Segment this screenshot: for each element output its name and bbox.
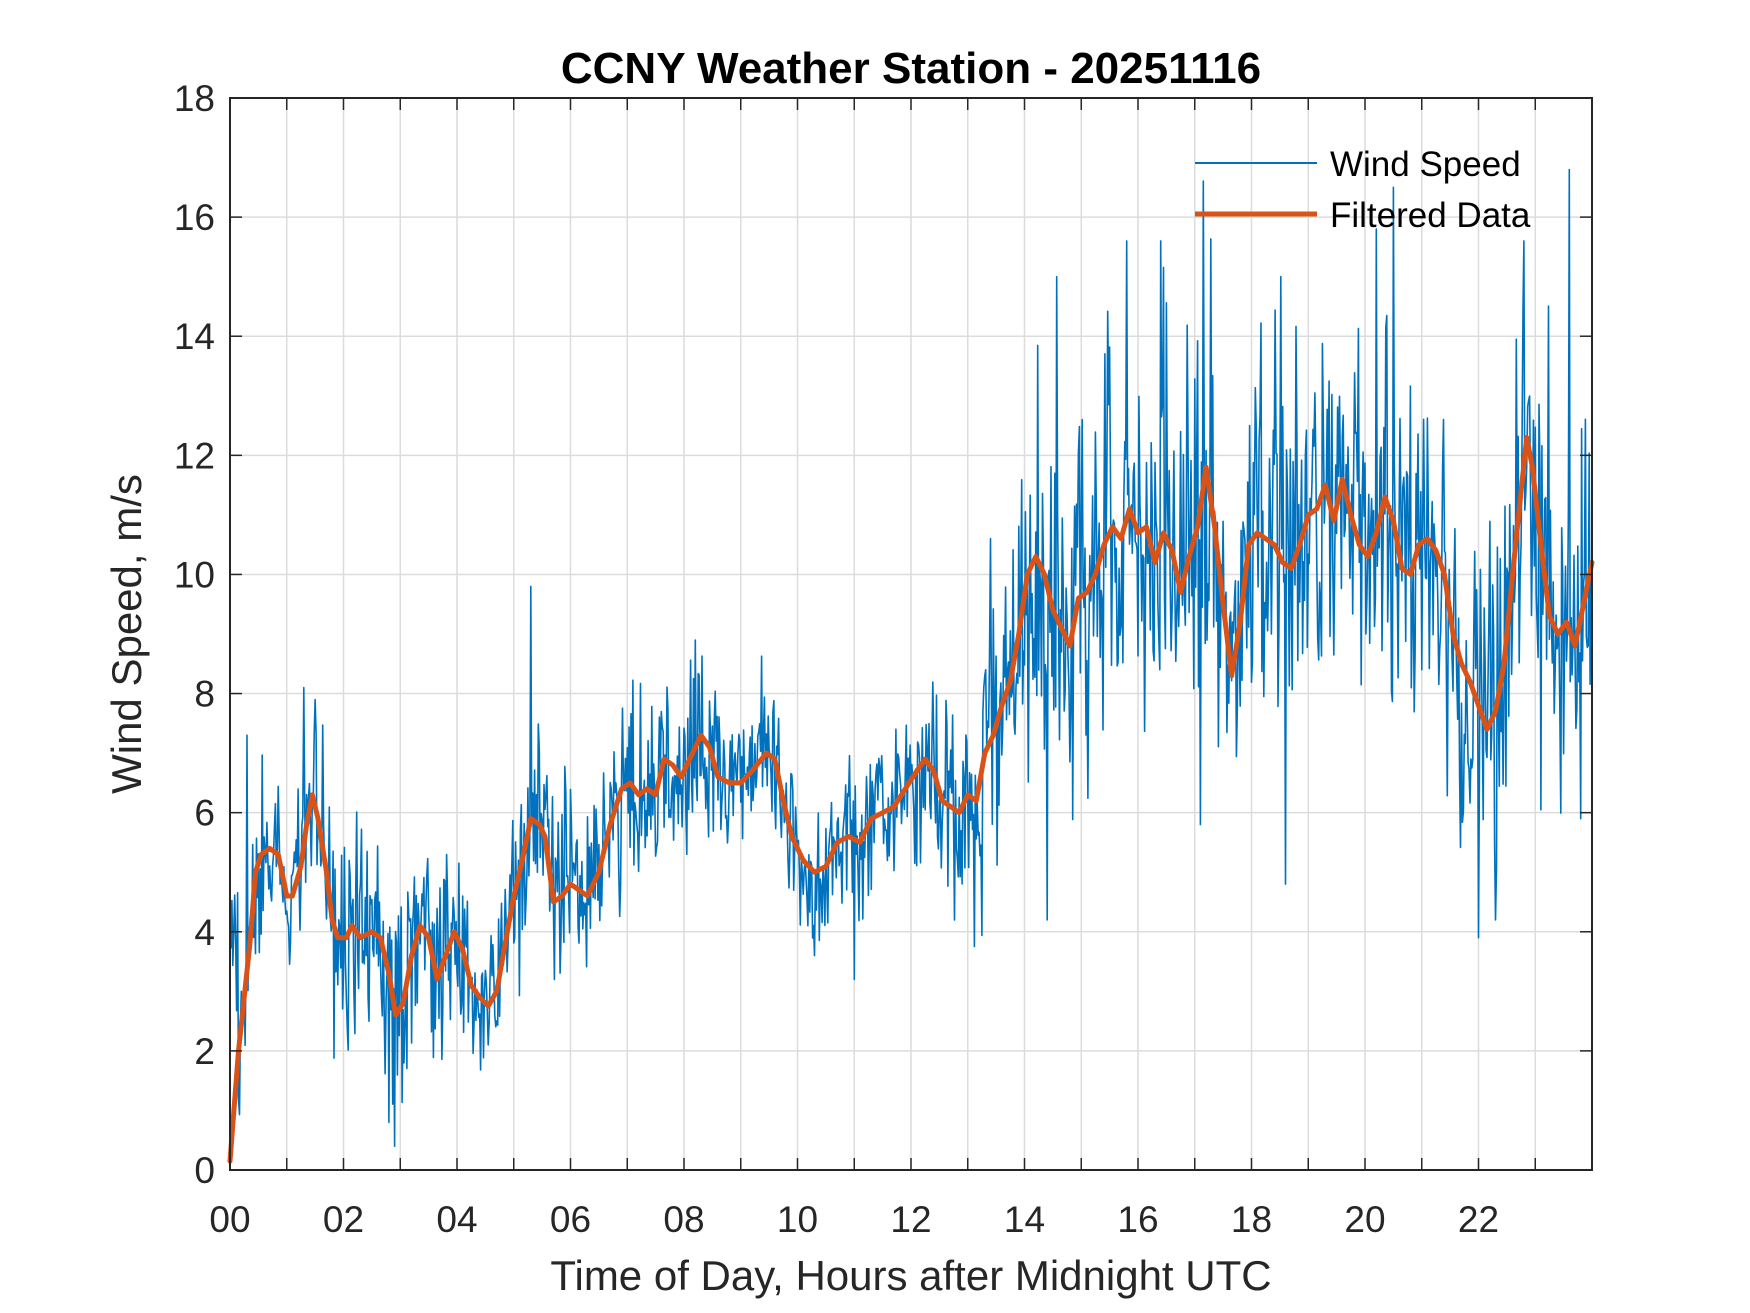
legend-label-filtered-data: Filtered Data [1330,196,1531,235]
y-tick-label: 0 [194,1150,215,1191]
y-tick-label: 10 [174,554,215,595]
x-tick-label: 08 [663,1199,704,1240]
x-tick-label: 00 [209,1199,250,1240]
x-tick-label: 20 [1344,1199,1385,1240]
chart-title: CCNY Weather Station - 20251116 [561,44,1261,93]
legend-label-wind-speed: Wind Speed [1330,145,1521,184]
y-tick-label: 12 [174,435,215,476]
axis-ticks [230,98,1592,1170]
vertical-grid [286,98,1536,1170]
y-tick-labels: 0 2 4 6 8 10 12 14 16 18 [174,78,215,1191]
series-layer [227,168,1595,1164]
x-tick-label: 16 [1117,1199,1158,1240]
series-line-filtered-data [227,435,1595,1164]
x-tick-label: 06 [550,1199,591,1240]
x-tick-label: 18 [1231,1199,1272,1240]
legend: Wind Speed Filtered Data [1195,145,1531,235]
y-tick-label: 14 [174,316,215,357]
x-tick-label: 22 [1458,1199,1499,1240]
y-tick-label: 6 [194,793,215,834]
y-tick-label: 8 [194,674,215,715]
x-tick-label: 12 [890,1199,931,1240]
y-axis-label: Wind Speed, m/s [103,474,150,794]
y-tick-label: 4 [194,912,215,953]
x-tick-label: 14 [1004,1199,1045,1240]
x-tick-label: 02 [323,1199,364,1240]
y-tick-label: 18 [174,78,215,119]
x-tick-label: 10 [777,1199,818,1240]
y-tick-label: 2 [194,1031,215,1072]
y-tick-label: 16 [174,197,215,238]
x-axis-label: Time of Day, Hours after Midnight UTC [550,1252,1271,1299]
x-tick-label: 04 [436,1199,477,1240]
x-tick-labels: 00 02 04 06 08 10 12 14 16 18 20 22 [209,1199,1499,1240]
